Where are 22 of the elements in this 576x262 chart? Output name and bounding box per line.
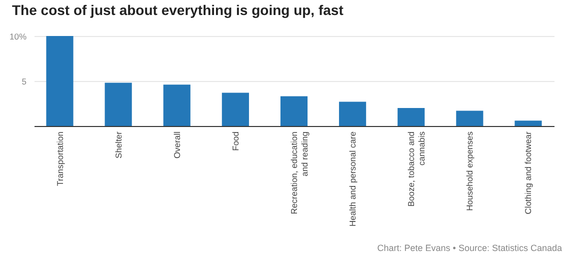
bar — [222, 92, 249, 126]
x-tick-label: Household expenses — [464, 132, 475, 211]
bar — [398, 108, 425, 126]
bar — [339, 102, 366, 126]
x-tick-label: Shelter — [113, 131, 124, 158]
text: Chart: Pete Evans • Source: Statistics Canada — [377, 243, 562, 253]
bar — [514, 120, 542, 126]
x-tick-label: Transportation — [54, 131, 65, 186]
x-tick-label: Health and personal care — [348, 131, 358, 226]
x-tick-label: Clothing and footwear — [523, 131, 534, 214]
x-tick-label: Booze, tobacco and cannabis — [406, 131, 427, 207]
x-tick-label: Recreation, education and reading — [289, 131, 310, 214]
y-tick-label: 5 — [22, 76, 27, 86]
bar — [456, 110, 484, 126]
bar — [46, 36, 74, 126]
bar — [163, 84, 190, 126]
x-tick-label: Overall — [172, 131, 182, 158]
bar — [280, 96, 308, 126]
x-tick-label: Food — [230, 131, 240, 151]
y-tick-label: 10% — [9, 32, 27, 42]
bar — [104, 82, 132, 126]
chart-title: The cost of just about everything is going up, fast — [12, 2, 344, 18]
